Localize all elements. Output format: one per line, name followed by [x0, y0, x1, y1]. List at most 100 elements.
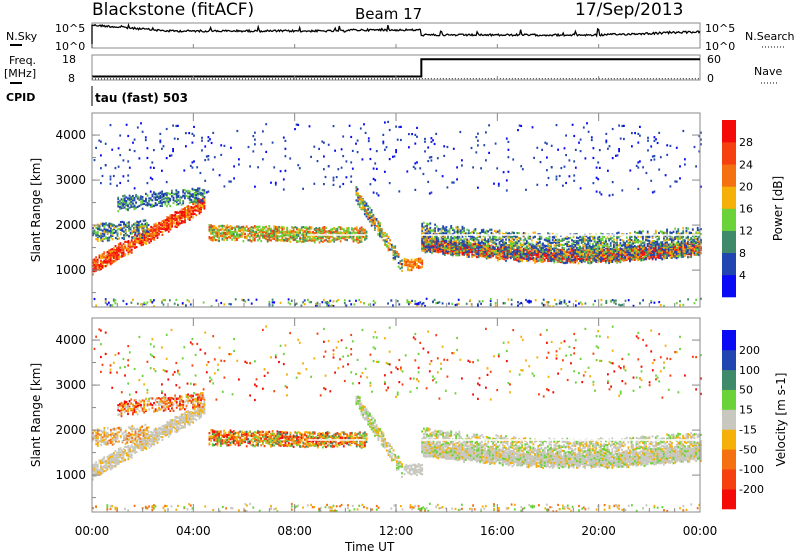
echo-cell	[284, 233, 287, 236]
echo-cell	[364, 228, 366, 231]
echo-cell	[576, 256, 578, 259]
echo-cell	[489, 246, 491, 249]
echo-cell	[471, 237, 474, 240]
echo-cell	[184, 211, 186, 214]
echo-cell	[218, 231, 220, 234]
echo-cell	[119, 205, 121, 209]
echo-cell	[278, 230, 280, 233]
echo-cell	[143, 235, 146, 238]
echo-cell	[663, 255, 665, 259]
echo-cell	[257, 235, 259, 238]
echo-cell	[566, 240, 569, 244]
echo-cell	[379, 222, 381, 225]
echo-cell	[166, 195, 168, 199]
echo-cell	[408, 269, 411, 272]
echo-cell	[374, 224, 376, 227]
echo-cell	[455, 243, 457, 246]
echo-cell	[451, 228, 454, 231]
echo-cell	[156, 193, 159, 196]
echo-cell	[497, 248, 499, 251]
echo-cell	[188, 212, 191, 215]
echo-cell	[265, 225, 267, 228]
echo-cell	[360, 207, 363, 210]
echo-cell	[211, 225, 214, 228]
echo-cell	[482, 247, 485, 250]
echo-cell	[619, 253, 622, 256]
echo-cell	[580, 257, 583, 260]
echo-cell	[146, 236, 149, 239]
echo-cell	[188, 218, 191, 221]
echo-cell	[291, 234, 293, 238]
echo-cell	[321, 229, 324, 232]
echo-cell	[435, 240, 438, 243]
echo-cell	[477, 246, 480, 249]
echo-cell	[608, 249, 610, 252]
echo-cell	[632, 249, 635, 252]
echo-cell	[302, 238, 305, 241]
echo-cell	[103, 228, 106, 231]
echo-cell	[148, 197, 150, 200]
echo-cell	[192, 202, 194, 206]
echo-cell	[447, 246, 449, 249]
echo-cell	[153, 223, 156, 226]
echo-cell	[422, 236, 425, 239]
echo-cell	[135, 246, 138, 249]
echo-cell	[106, 237, 109, 240]
echo-cell	[323, 231, 326, 234]
echo-cell	[148, 241, 151, 244]
echo-cell	[543, 259, 546, 262]
echo-cell	[650, 250, 652, 254]
echo-cell	[210, 236, 212, 240]
echo-cell	[424, 241, 427, 244]
echo-cell	[273, 225, 276, 228]
echo-cell	[442, 225, 445, 228]
echo-cell	[458, 229, 461, 232]
echo-cell	[159, 200, 162, 203]
echo-cell	[201, 194, 204, 197]
echo-cell	[579, 247, 581, 250]
echo-cell	[456, 227, 459, 230]
echo-cell	[417, 266, 420, 270]
echo-cell	[171, 195, 173, 198]
echo-cell	[469, 244, 472, 247]
echo-cell	[372, 221, 375, 224]
echo-cell	[175, 200, 178, 203]
echo-cell	[501, 252, 504, 255]
echo-cell	[156, 224, 159, 227]
echo-cell	[553, 258, 556, 261]
echo-cell	[460, 231, 462, 234]
echo-cell	[109, 262, 112, 265]
echo-cell	[653, 250, 656, 253]
echo-cell	[403, 257, 406, 261]
echo-cell	[414, 264, 416, 267]
echo-cell	[143, 234, 146, 237]
echo-cell	[426, 222, 428, 225]
echo-cell	[547, 244, 549, 247]
echo-cell	[150, 238, 152, 241]
echo-cell	[480, 249, 483, 252]
echo-cell	[130, 196, 133, 199]
echo-cell	[149, 205, 152, 208]
echo-cell	[179, 199, 181, 202]
echo-cell	[447, 235, 449, 238]
echo-cell	[161, 223, 164, 226]
echo-cell	[127, 243, 130, 246]
echo-cell	[410, 261, 413, 264]
echo-cell	[377, 228, 380, 231]
echo-cell	[440, 227, 443, 230]
echo-cell	[431, 251, 433, 255]
echo-cell	[484, 255, 486, 258]
echo-cell	[153, 238, 156, 241]
echo-cell	[426, 242, 428, 245]
echo-cell	[125, 208, 128, 211]
echo-cell	[236, 225, 238, 228]
echo-cell	[487, 245, 490, 248]
echo-cell	[511, 251, 514, 254]
echo-cell	[431, 241, 433, 244]
echo-cell	[542, 248, 544, 251]
echo-cell	[463, 232, 465, 235]
echo-cell	[95, 231, 98, 234]
echo-cell	[142, 224, 145, 227]
echo-cell	[180, 215, 183, 218]
echo-cell	[538, 240, 541, 243]
